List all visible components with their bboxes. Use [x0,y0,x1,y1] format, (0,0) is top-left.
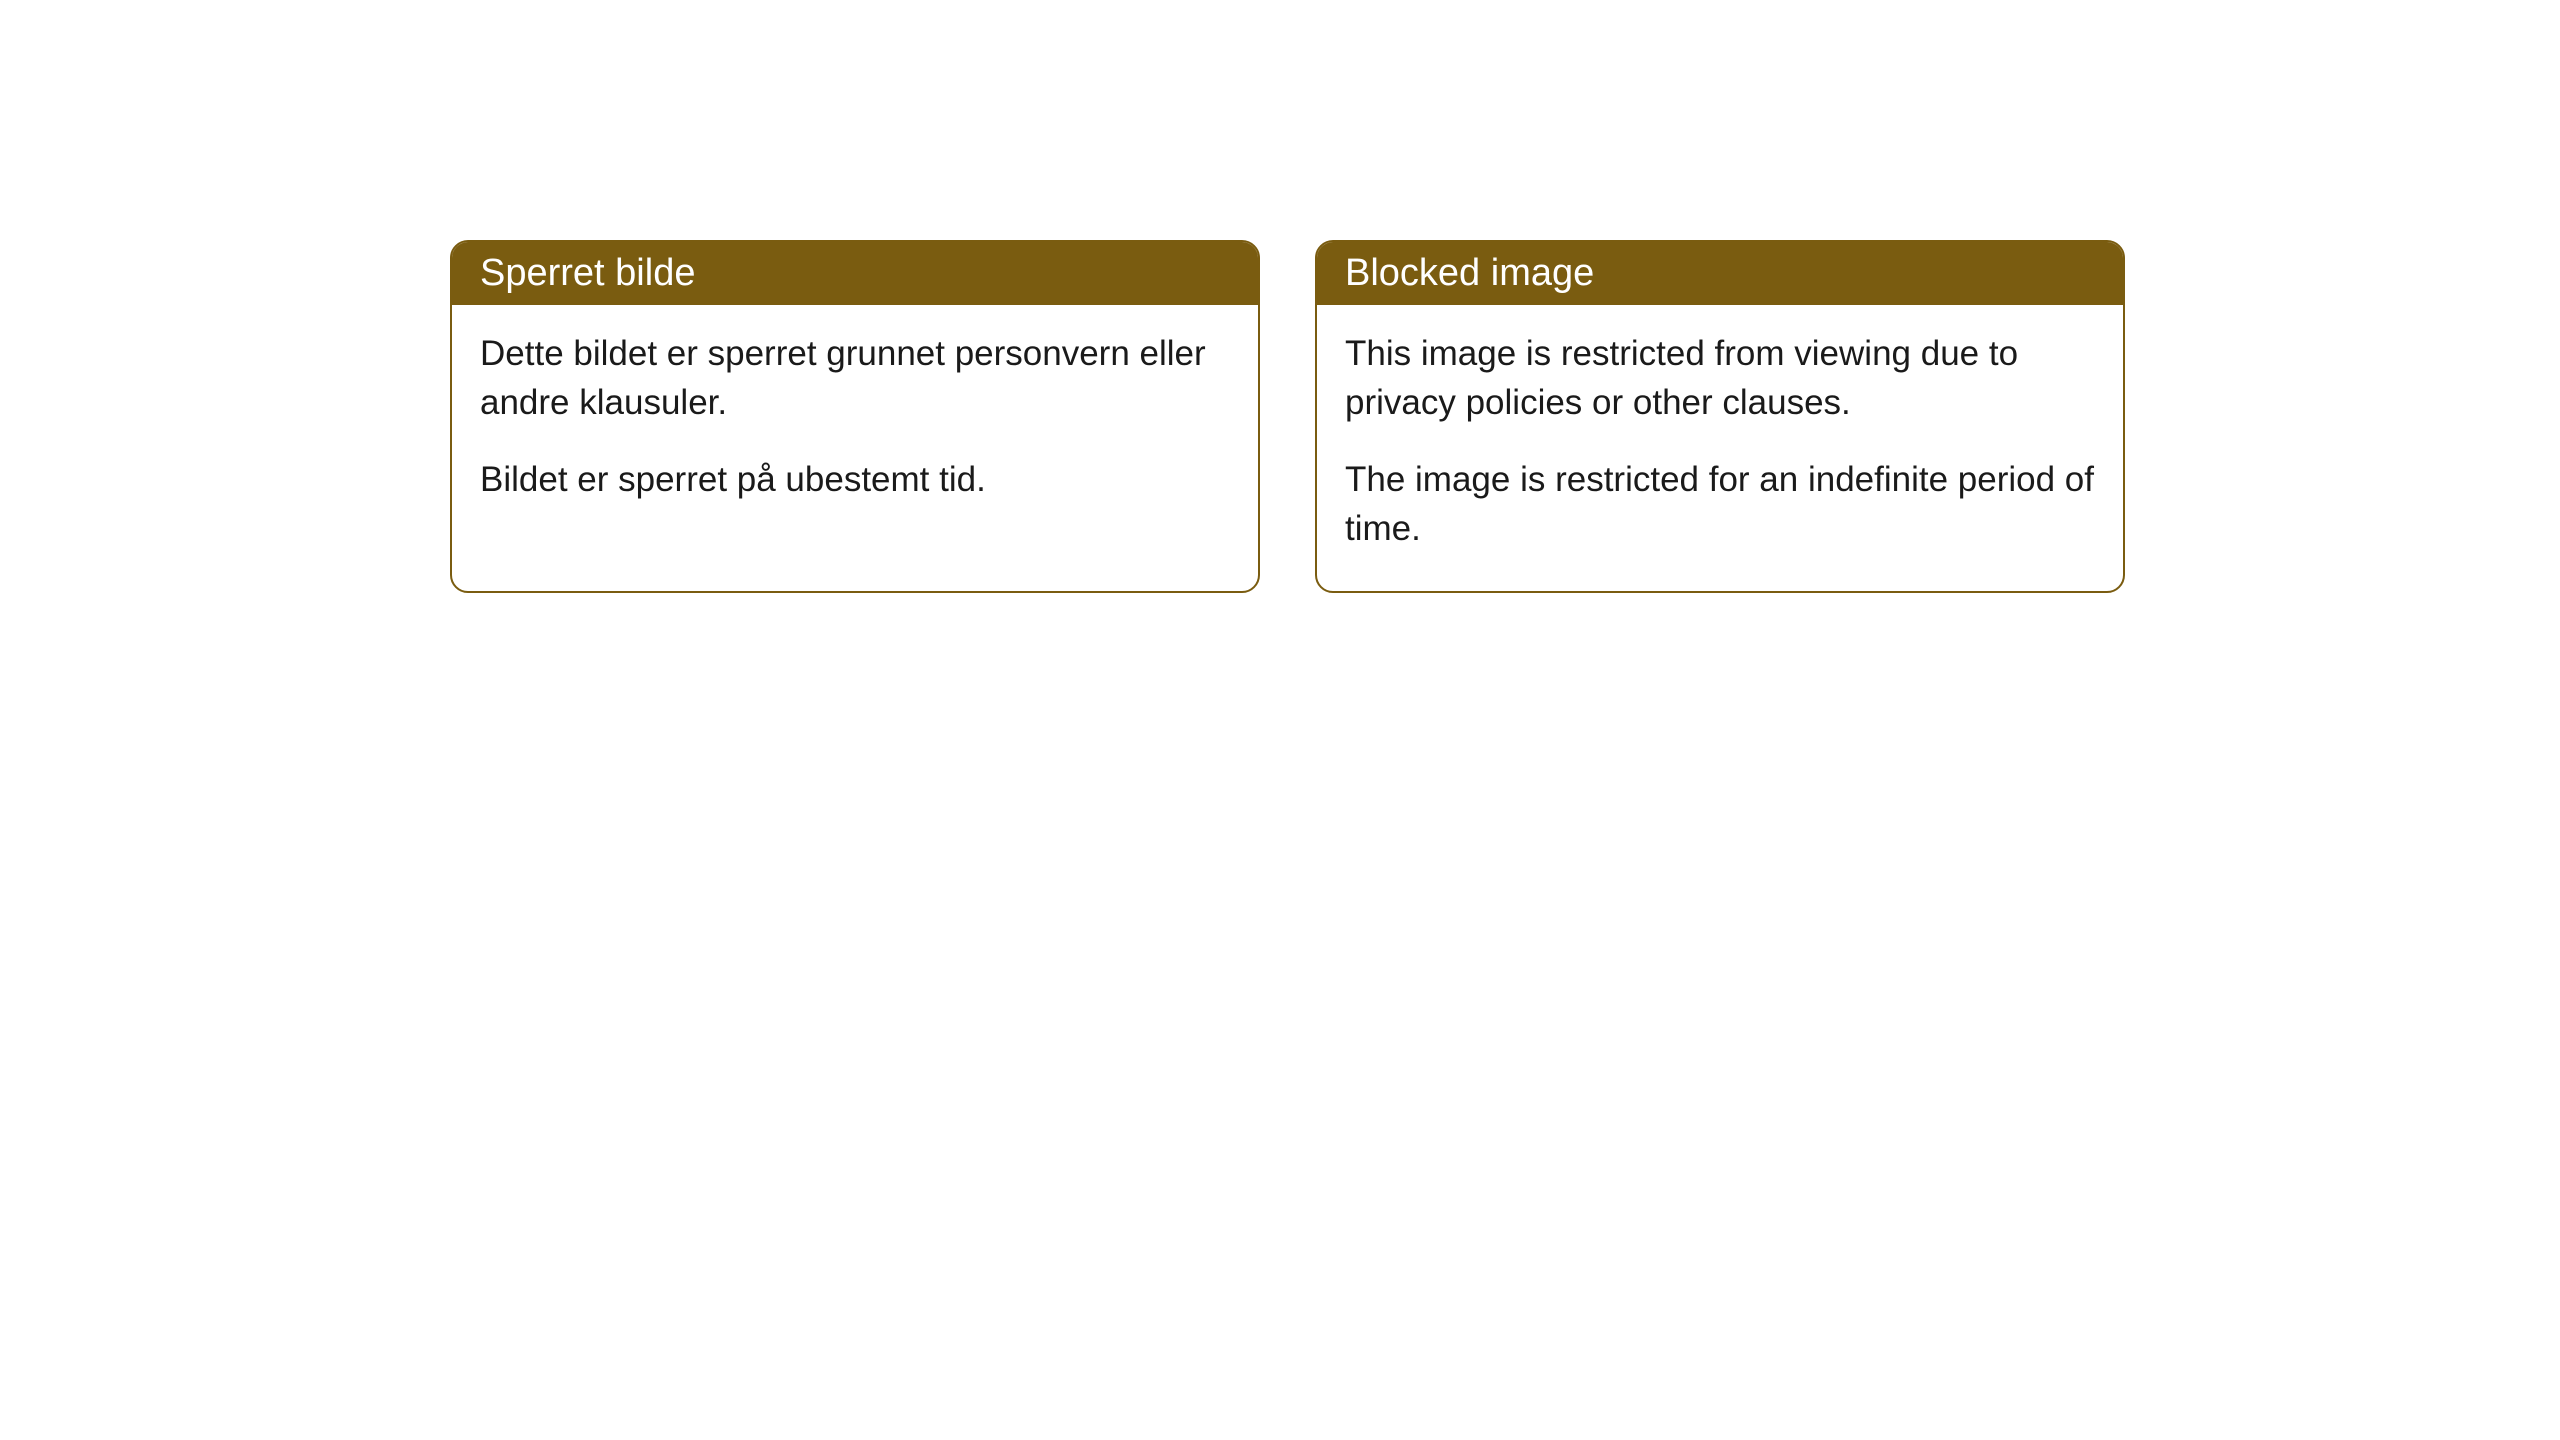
blocked-image-card-norwegian: Sperret bilde Dette bildet er sperret gr… [450,240,1260,593]
card-header-english: Blocked image [1317,242,2123,305]
card-body-english: This image is restricted from viewing du… [1317,305,2123,591]
cards-container: Sperret bilde Dette bildet er sperret gr… [0,0,2560,593]
card-paragraph: Dette bildet er sperret grunnet personve… [480,329,1230,427]
card-paragraph: The image is restricted for an indefinit… [1345,455,2095,553]
blocked-image-card-english: Blocked image This image is restricted f… [1315,240,2125,593]
card-paragraph: Bildet er sperret på ubestemt tid. [480,455,1230,504]
card-title: Blocked image [1345,252,1594,294]
card-header-norwegian: Sperret bilde [452,242,1258,305]
card-paragraph: This image is restricted from viewing du… [1345,329,2095,427]
card-title: Sperret bilde [480,252,695,294]
card-body-norwegian: Dette bildet er sperret grunnet personve… [452,305,1258,542]
